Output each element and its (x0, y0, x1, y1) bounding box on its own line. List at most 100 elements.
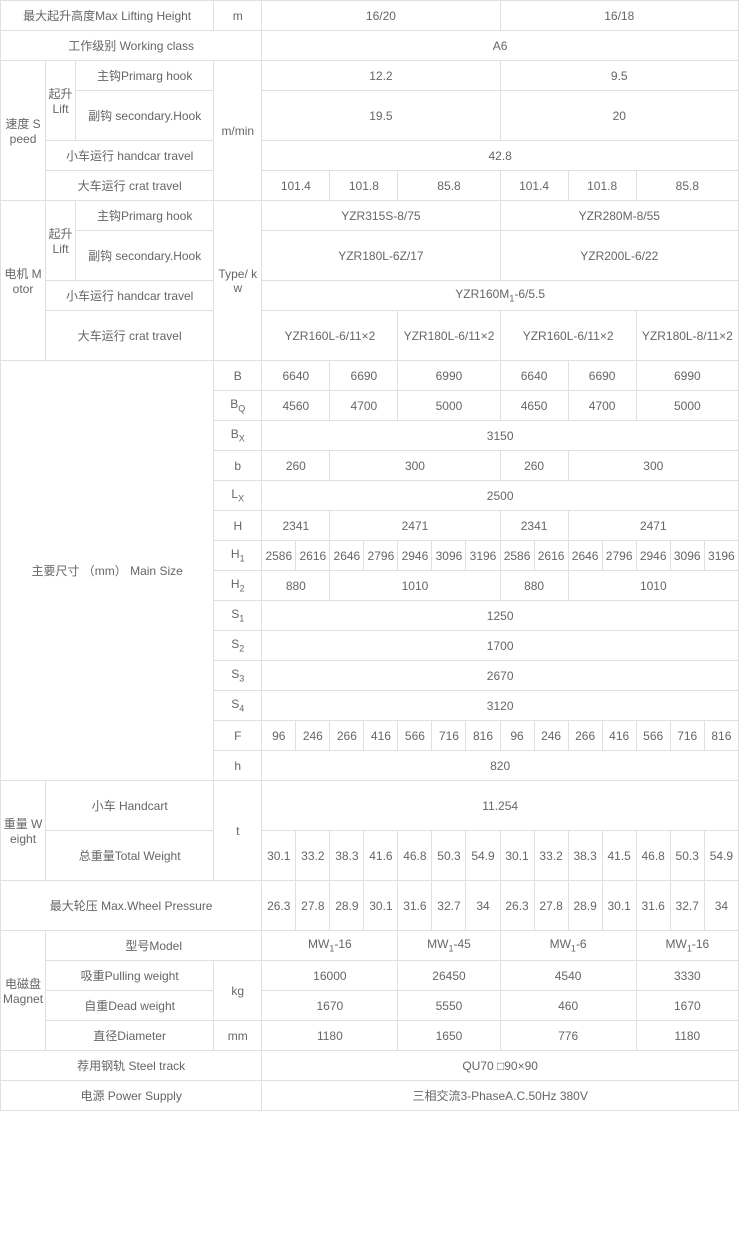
data-cell: 816 (704, 721, 738, 751)
unit-cell: mm (214, 1021, 262, 1051)
data-cell: 19.5 (262, 91, 500, 141)
group-label: 速度 Speed (1, 61, 46, 201)
data-cell: 6640 (500, 361, 568, 391)
data-cell: YZR180L-8/11×2 (636, 311, 738, 361)
data-cell: 2796 (364, 541, 398, 571)
param-cell: S3 (214, 661, 262, 691)
data-cell: 2616 (534, 541, 568, 571)
row-label: 主钩Primarg hook (76, 61, 214, 91)
data-cell: 6690 (330, 361, 398, 391)
data-cell: 9.5 (500, 61, 738, 91)
param-cell: H2 (214, 571, 262, 601)
unit-cell: m/min (214, 61, 262, 201)
data-cell: 33.2 (296, 831, 330, 881)
data-cell: YZR180L-6Z/17 (262, 231, 500, 281)
table-row: 直径Diameter mm 1180 1650 776 1180 (1, 1021, 739, 1051)
table-row: 最大起升高度Max Lifting Height m 16/20 16/18 (1, 1, 739, 31)
data-cell: 12.2 (262, 61, 500, 91)
data-cell: 16/18 (500, 1, 738, 31)
data-cell: YZR160L-6/11×2 (500, 311, 636, 361)
data-cell: 54.9 (466, 831, 500, 881)
data-cell: 3096 (670, 541, 704, 571)
data-cell: 2341 (500, 511, 568, 541)
data-cell: 20 (500, 91, 738, 141)
data-cell: 1670 (636, 991, 738, 1021)
data-cell: 4700 (568, 391, 636, 421)
table-row: 自重Dead weight 1670 5550 460 1670 (1, 991, 739, 1021)
data-cell: YZR200L-6/22 (500, 231, 738, 281)
data-cell: 85.8 (636, 171, 738, 201)
data-cell: 266 (330, 721, 364, 751)
data-cell: MW1-16 (262, 931, 398, 961)
subgroup-label: 起升 Lift (46, 201, 76, 281)
data-cell: 816 (466, 721, 500, 751)
data-cell: 2796 (602, 541, 636, 571)
data-cell: 566 (398, 721, 432, 751)
data-cell: 4700 (330, 391, 398, 421)
data-cell: 28.9 (568, 881, 602, 931)
data-cell: YZR280M-8/55 (500, 201, 738, 231)
data-cell: YZR315S-8/75 (262, 201, 500, 231)
row-label: 大车运行 crat travel (46, 171, 214, 201)
data-cell: 三相交流3-PhaseA.C.50Hz 380V (262, 1081, 739, 1111)
data-cell: 101.4 (262, 171, 330, 201)
data-cell: 3196 (466, 541, 500, 571)
table-row: 最大轮压 Max.Wheel Pressure 26.3 27.8 28.9 3… (1, 881, 739, 931)
row-label: 大车运行 crat travel (46, 311, 214, 361)
data-cell: 2646 (330, 541, 364, 571)
unit-cell: kg (214, 961, 262, 1021)
data-cell: MW1-16 (636, 931, 738, 961)
param-cell: BX (214, 421, 262, 451)
row-label: 型号Model (46, 931, 262, 961)
data-cell: 776 (500, 1021, 636, 1051)
data-cell: 3150 (262, 421, 739, 451)
data-cell: 2946 (636, 541, 670, 571)
row-label: 小车运行 handcar travel (46, 281, 214, 311)
data-cell: 880 (500, 571, 568, 601)
row-label: 主钩Primarg hook (76, 201, 214, 231)
data-cell: 246 (296, 721, 330, 751)
param-cell: F (214, 721, 262, 751)
data-cell: 2341 (262, 511, 330, 541)
data-cell: QU70 □90×90 (262, 1051, 739, 1081)
table-row: 主要尺寸 （mm） Main Size B 6640 6690 6990 664… (1, 361, 739, 391)
data-cell: 4540 (500, 961, 636, 991)
data-cell: YZR160L-6/11×2 (262, 311, 398, 361)
table-row: 小车运行 handcar travel 42.8 (1, 141, 739, 171)
data-cell: 16/20 (262, 1, 500, 31)
table-row: 电机 Motor 起升 Lift 主钩Primarg hook Type/ kw… (1, 201, 739, 231)
data-cell: 2586 (500, 541, 534, 571)
row-label: 小车运行 handcar travel (46, 141, 214, 171)
table-row: 小车运行 handcar travel YZR160M1-6/5.5 (1, 281, 739, 311)
data-cell: 101.8 (568, 171, 636, 201)
subgroup-label: 起升 Lift (46, 61, 76, 141)
data-cell: 6690 (568, 361, 636, 391)
data-cell: 1670 (262, 991, 398, 1021)
data-cell: 5000 (398, 391, 500, 421)
row-label: 工作级别 Working class (1, 31, 262, 61)
data-cell: 246 (534, 721, 568, 751)
param-cell: B (214, 361, 262, 391)
data-cell: 566 (636, 721, 670, 751)
table-row: 总重量Total Weight 30.1 33.2 38.3 41.6 46.8… (1, 831, 739, 881)
table-row: 大车运行 crat travel YZR160L-6/11×2 YZR180L-… (1, 311, 739, 361)
data-cell: 3096 (432, 541, 466, 571)
data-cell: 1010 (568, 571, 738, 601)
table-row: 工作级别 Working class A6 (1, 31, 739, 61)
data-cell: 300 (330, 451, 500, 481)
data-cell: 820 (262, 751, 739, 781)
param-cell: S4 (214, 691, 262, 721)
data-cell: 266 (568, 721, 602, 751)
data-cell: 101.4 (500, 171, 568, 201)
data-cell: 26.3 (500, 881, 534, 931)
data-cell: 41.5 (602, 831, 636, 881)
row-label: 最大轮压 Max.Wheel Pressure (1, 881, 262, 931)
data-cell: 85.8 (398, 171, 500, 201)
table-row: 荐用钢轨 Steel track QU70 □90×90 (1, 1051, 739, 1081)
data-cell: 3330 (636, 961, 738, 991)
data-cell: 4650 (500, 391, 568, 421)
data-cell: 32.7 (432, 881, 466, 931)
data-cell: 6990 (636, 361, 738, 391)
data-cell: 416 (602, 721, 636, 751)
data-cell: 6990 (398, 361, 500, 391)
